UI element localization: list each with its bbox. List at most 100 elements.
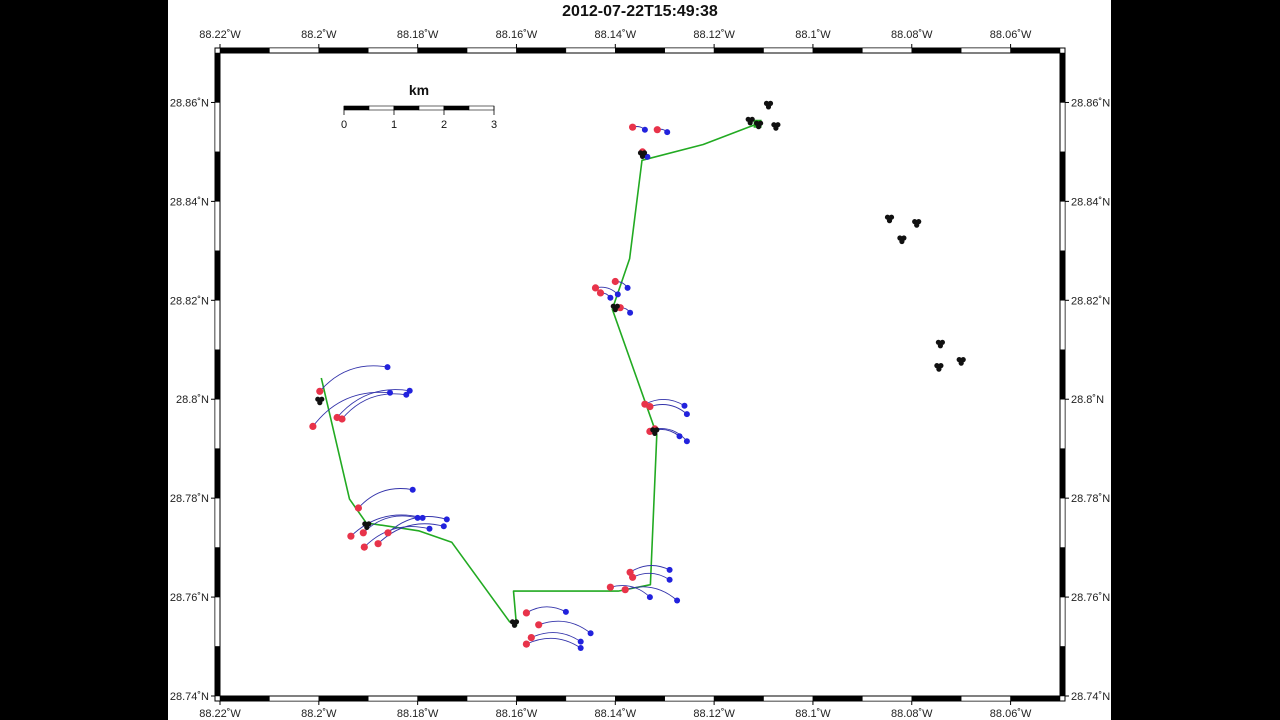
frame-segment xyxy=(466,47,517,54)
chart-title: 2012-07-22T15:49:38 xyxy=(562,3,718,20)
frame-segment xyxy=(214,349,221,400)
drifter-track-line xyxy=(610,585,651,598)
drifter-end-marker xyxy=(666,576,673,583)
frame-segment xyxy=(713,695,764,702)
frame-segment xyxy=(417,695,468,702)
frame-segment xyxy=(1059,398,1066,449)
frame-segment xyxy=(214,250,221,301)
frame-segment xyxy=(1010,47,1061,54)
drifter-start-marker xyxy=(374,540,382,548)
frame-segment xyxy=(1059,547,1066,598)
frame-segment xyxy=(713,47,764,54)
undeployed-drifter-marker xyxy=(747,120,753,126)
x-tick-label-top: 88.18˚W xyxy=(397,29,439,41)
drifter-start-marker xyxy=(347,532,355,540)
scale-bar-unit: km xyxy=(409,82,429,98)
frame-segment xyxy=(1059,151,1066,202)
frame-segment xyxy=(615,47,665,54)
drifter-track-line xyxy=(312,391,391,427)
drifter-start-marker xyxy=(596,289,605,297)
y-tick-label-right: 28.82˚N xyxy=(1071,295,1110,307)
x-axis-labels: 88.22˚W 88.22˚W 88.2˚W 88.2˚W 88.18˚W 88.18˚W… xyxy=(199,29,1032,720)
y-tick-label-left: 28.86˚N xyxy=(170,97,209,109)
drifter-start-marker xyxy=(611,277,619,286)
x-tick-label-top: 88.12˚W xyxy=(693,29,735,41)
frame-segment xyxy=(1059,201,1066,252)
drifter-track-line xyxy=(629,565,670,573)
frame-segment xyxy=(1059,102,1066,153)
y-tick-label-right: 28.8˚N xyxy=(1071,394,1104,406)
drifter-start-marker xyxy=(384,529,392,537)
frame-segment xyxy=(516,695,567,702)
y-tick-label-left: 28.74˚N xyxy=(170,691,209,703)
drifter-end-marker xyxy=(614,291,621,298)
frame-segment xyxy=(214,398,221,449)
undeployed-drifter-marker xyxy=(511,622,518,628)
frame-segment xyxy=(367,47,418,54)
y-tick-label-right: 28.74˚N xyxy=(1071,691,1110,703)
x-tick-label-bottom: 88.12˚W xyxy=(693,708,735,720)
frame-segment xyxy=(214,497,221,548)
frame-segment xyxy=(911,695,962,702)
drifter-end-marker xyxy=(683,438,690,445)
undeployed-drifter-marker xyxy=(364,524,370,531)
frame-segment xyxy=(417,47,468,54)
frame-segment xyxy=(763,47,814,54)
frame-segment xyxy=(219,695,270,702)
drifter-end-marker xyxy=(627,309,634,316)
frame-segment xyxy=(516,47,567,54)
frame-segment xyxy=(1059,596,1066,647)
frame-segment xyxy=(214,52,221,103)
frame-segment xyxy=(615,695,665,702)
drifter-track-line xyxy=(538,620,591,634)
scale-bar-label: 0 xyxy=(341,119,347,131)
drifter-end-marker xyxy=(681,402,688,409)
scale-bar-label: 3 xyxy=(491,119,497,131)
drifter-end-marker xyxy=(440,523,447,530)
drifter-map-plot: 2012-07-22T15:49:38 88.22˚W 88.22˚W 88.2˚W… xyxy=(170,3,1110,720)
drifter-end-marker xyxy=(426,525,433,532)
frame-segment xyxy=(565,695,616,702)
drifter-track-line xyxy=(350,514,423,537)
y-axis-labels: 28.74˚N 28.74˚N 28.76˚N 28.76˚N 28.78˚N 28.78… xyxy=(170,97,1110,703)
frame-segment xyxy=(1059,300,1066,351)
drifter-end-marker xyxy=(443,516,450,523)
drifter-track-line xyxy=(531,632,581,642)
y-tick-label-left: 28.76˚N xyxy=(170,592,209,604)
x-tick-label-top: 88.08˚W xyxy=(891,29,933,41)
frame-segment xyxy=(214,596,221,647)
frame-segment xyxy=(269,47,320,54)
undeployed-drifter-marker xyxy=(639,153,646,159)
drifter-track-line xyxy=(341,393,407,420)
frame-segment xyxy=(862,47,913,54)
frame-segment xyxy=(862,695,913,702)
frame-segment xyxy=(214,151,221,202)
x-tick-label-top: 88.16˚W xyxy=(496,29,538,41)
frame-segment xyxy=(318,695,369,702)
undeployed-drifter-marker xyxy=(317,400,323,406)
x-tick-label-bottom: 88.06˚W xyxy=(990,708,1032,720)
drifter-start-marker xyxy=(646,403,654,411)
drifter-end-marker xyxy=(644,153,651,160)
map-frame xyxy=(214,47,1066,702)
y-tick-label-right: 28.86˚N xyxy=(1071,97,1110,109)
drifter-track-line xyxy=(336,389,410,418)
y-tick-label-right: 28.76˚N xyxy=(1071,592,1110,604)
frame-segment xyxy=(214,102,221,153)
frame-segment xyxy=(1059,497,1066,548)
x-tick-label-top: 88.06˚W xyxy=(990,29,1032,41)
scale-bar: km 0 1 2 3 xyxy=(341,82,497,131)
scale-bar-label: 1 xyxy=(391,119,397,131)
drifter-start-marker xyxy=(360,543,368,551)
drifter-end-marker xyxy=(387,389,393,396)
x-tick-label-bottom: 88.22˚W xyxy=(199,708,241,720)
undeployed-drifter-marker xyxy=(886,218,893,224)
x-tick-label-bottom: 88.1˚W xyxy=(795,708,831,720)
frame-segment xyxy=(565,47,616,54)
y-tick-label-left: 28.8˚N xyxy=(176,394,209,406)
frame-segment xyxy=(214,646,221,697)
drifter-start-marker xyxy=(316,387,324,395)
y-tick-label-left: 28.82˚N xyxy=(170,295,209,307)
x-tick-label-bottom: 88.16˚W xyxy=(496,708,538,720)
undeployed-drifter-marker xyxy=(756,124,762,130)
